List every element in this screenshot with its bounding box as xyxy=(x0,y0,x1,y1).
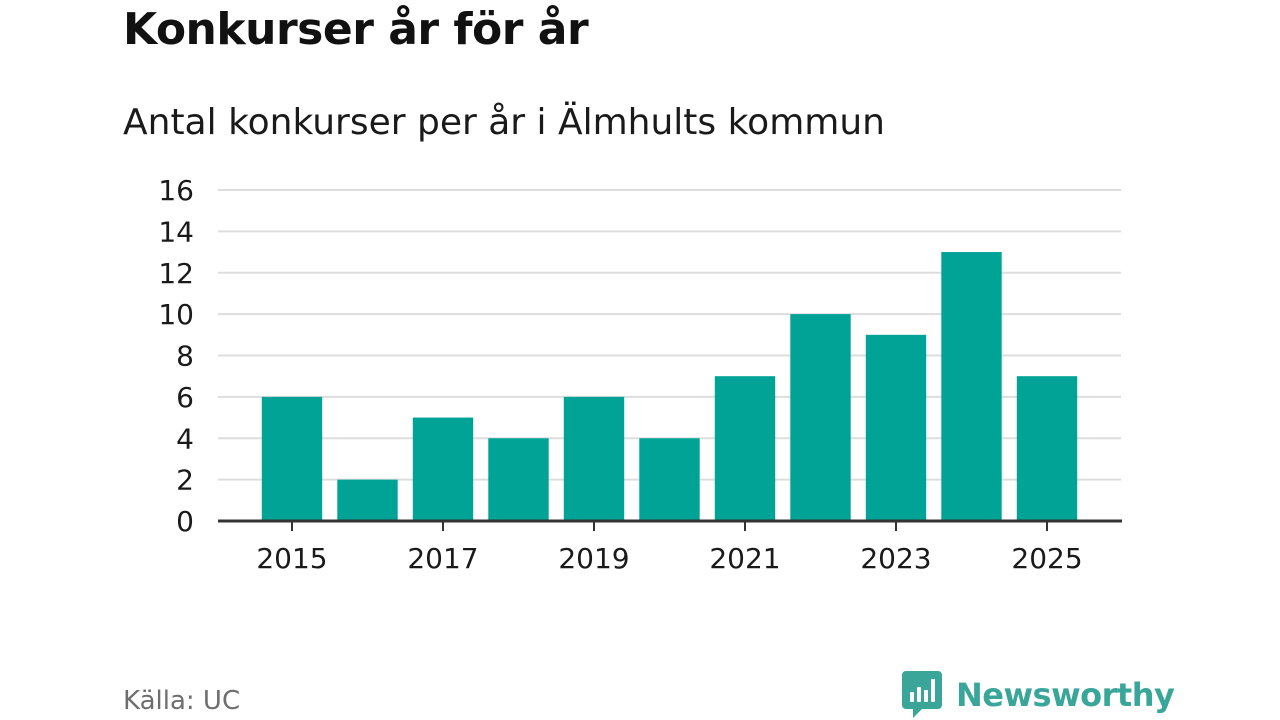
x-tick-label: 2017 xyxy=(407,542,478,575)
chart-subtitle: Antal konkurser per år i Älmhults kommun xyxy=(123,102,885,143)
chart-title: Konkurser år för år xyxy=(123,4,589,55)
bar-2024 xyxy=(941,252,1002,521)
bars xyxy=(261,252,1078,521)
bar-2016 xyxy=(337,479,398,521)
bar-2022 xyxy=(790,314,851,521)
bar-2020 xyxy=(639,438,700,521)
y-tick-label: 10 xyxy=(158,298,194,331)
y-tick-label: 16 xyxy=(158,174,194,207)
bar-2017 xyxy=(412,417,474,521)
y-tick-label: 8 xyxy=(176,340,194,373)
y-tick-label: 6 xyxy=(176,381,194,414)
source-note: Källa: UC xyxy=(123,686,241,716)
bar-2025 xyxy=(1016,376,1078,521)
x-tick-label: 2025 xyxy=(1011,542,1082,575)
bar-chart: 0 2 4 6 8 10 12 14 16 2015 2017 2019 2021 2023 2025 xyxy=(158,174,1122,575)
bar-2023 xyxy=(865,334,927,521)
brand-name: Newsworthy xyxy=(956,676,1175,714)
x-axis-ticks: 2015 2017 2019 2021 2023 2025 xyxy=(256,521,1083,575)
y-tick-label: 12 xyxy=(158,257,194,290)
bar-2018 xyxy=(488,438,549,521)
y-tick-label: 0 xyxy=(176,505,194,538)
newsworthy-logo-icon xyxy=(902,671,942,718)
x-tick-label: 2023 xyxy=(860,542,931,575)
brand-logo[interactable]: Newsworthy xyxy=(902,671,1175,719)
x-tick-label: 2019 xyxy=(558,542,629,575)
x-tick-label: 2015 xyxy=(256,542,327,575)
y-tick-label: 4 xyxy=(176,422,194,455)
bar-2019 xyxy=(563,396,625,521)
bar-2021 xyxy=(714,376,776,521)
y-axis-ticks: 0 2 4 6 8 10 12 14 16 xyxy=(158,174,194,538)
y-tick-label: 14 xyxy=(158,215,194,248)
y-tick-label: 2 xyxy=(176,464,194,497)
x-tick-label: 2021 xyxy=(709,542,780,575)
bar-2015 xyxy=(261,396,323,521)
